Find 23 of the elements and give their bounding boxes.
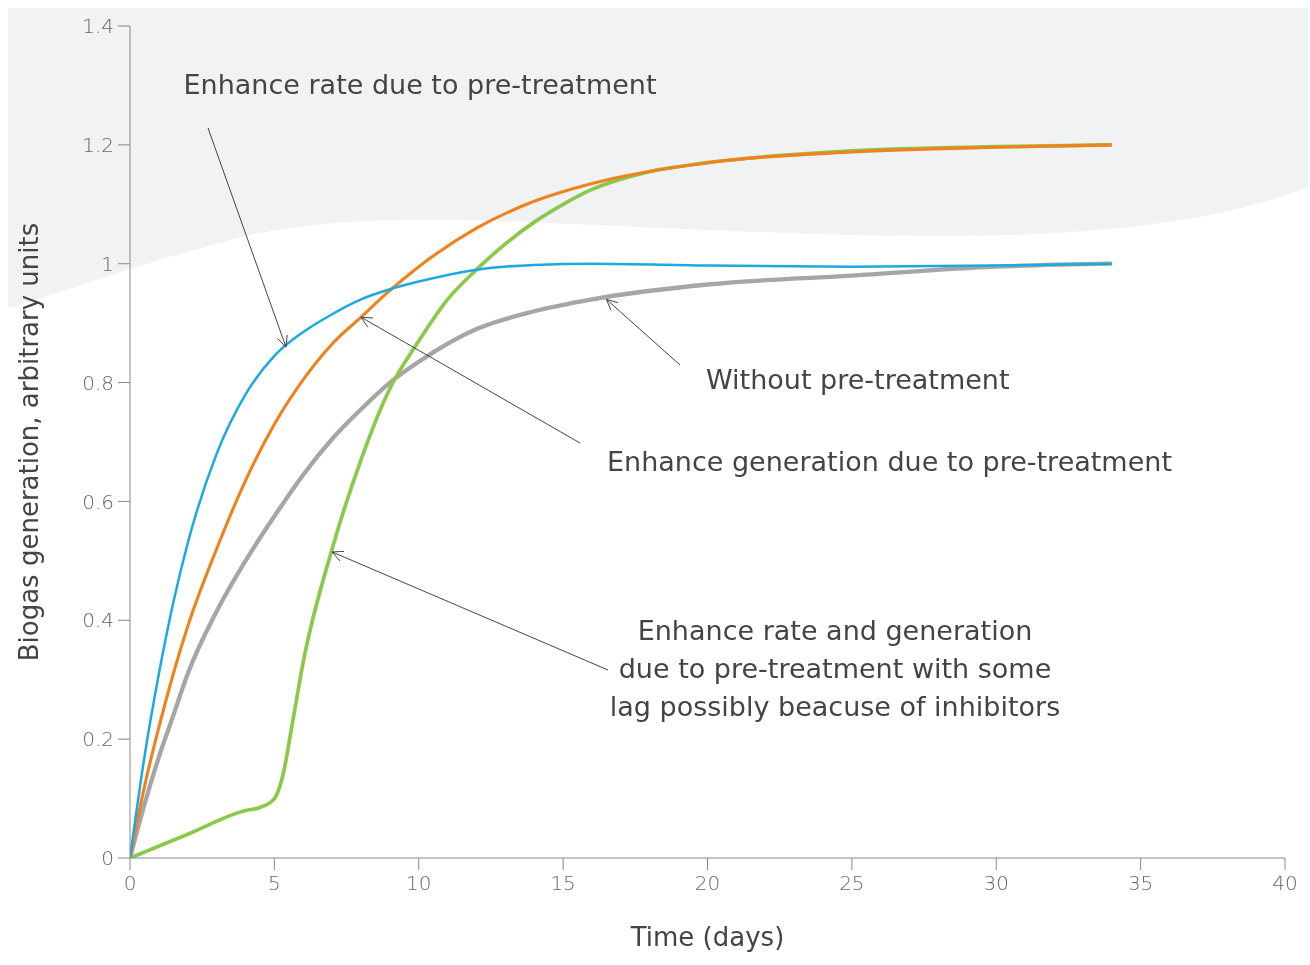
x-tick-label: 5 xyxy=(268,871,281,896)
y-tick-label: 1.2 xyxy=(82,132,114,157)
x-tick-label: 15 xyxy=(550,871,576,896)
x-axis-title: Time (days) xyxy=(629,922,785,952)
annotation: Enhance rate and generation due to pre-treatment with some lag possibly beacuse of inhibitors xyxy=(609,615,1061,722)
x-tick-label: 0 xyxy=(123,871,137,896)
x-tick-label: 25 xyxy=(839,871,865,896)
y-tick-label: 0.6 xyxy=(82,489,114,514)
x-tick-label: 20 xyxy=(694,871,721,896)
x-tick-label: 30 xyxy=(983,871,1009,896)
annotation: Enhance generation due to pre-treatment xyxy=(607,446,1172,477)
y-tick-label: 0.8 xyxy=(82,370,114,395)
y-tick-label: 1 xyxy=(101,251,114,276)
x-tick-label: 35 xyxy=(1127,871,1154,896)
x-tick-label: 40 xyxy=(1272,871,1298,896)
x-tick-label: 10 xyxy=(406,871,432,896)
y-tick-label: 0.4 xyxy=(82,608,114,633)
y-axis-title: Biogas generation, arbitrary units xyxy=(14,222,44,662)
y-tick-label: 0.2 xyxy=(82,727,114,752)
y-tick-label: 1.4 xyxy=(82,14,114,39)
annotation: Enhance rate due to pre-treatment xyxy=(183,69,657,100)
y-tick-label: 0 xyxy=(101,846,114,871)
annotation: Without pre-treatment xyxy=(706,364,1010,395)
